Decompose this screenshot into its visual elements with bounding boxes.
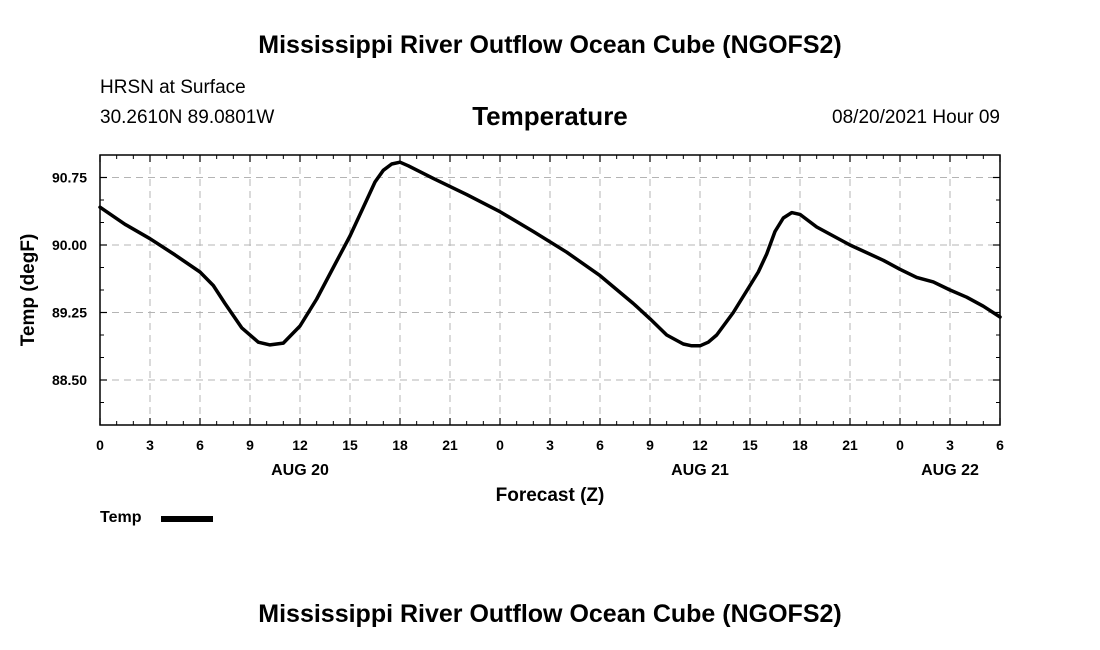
coordinates-label: 30.2610N 89.0801W — [100, 107, 275, 128]
variable-title: Temperature — [472, 101, 628, 131]
x-tick-label: 0 — [96, 437, 104, 453]
legend-line-swatch — [161, 516, 213, 522]
x-tick-label: 18 — [392, 437, 408, 453]
y-axis-title: Temp (degF) — [18, 234, 39, 347]
x-tick-label: 0 — [896, 437, 904, 453]
y-tick-label: 90.75 — [52, 170, 87, 186]
timestamp-label: 08/20/2021 Hour 09 — [832, 107, 1000, 128]
series-line-temp — [98, 160, 1002, 348]
x-tick-label: 21 — [842, 437, 858, 453]
x-day-label: AUG 20 — [271, 462, 329, 479]
x-day-label: AUG 22 — [921, 462, 979, 479]
footer-title: Mississippi River Outflow Ocean Cube (NG… — [258, 600, 842, 628]
x-tick-label: 15 — [742, 437, 758, 453]
x-tick-label: 21 — [442, 437, 458, 453]
station-label: HRSN at Surface — [100, 77, 246, 98]
y-tick-label: 88.50 — [52, 372, 87, 388]
x-tick-label: 18 — [792, 437, 808, 453]
x-tick-label: 6 — [596, 437, 604, 453]
x-tick-label: 6 — [196, 437, 204, 453]
x-tick-label: 9 — [246, 437, 254, 453]
x-tick-label: 3 — [946, 437, 954, 453]
legend-label: Temp — [100, 509, 142, 526]
x-tick-label: 12 — [692, 437, 708, 453]
x-tick-label: 6 — [996, 437, 1004, 453]
page-title: Mississippi River Outflow Ocean Cube (NG… — [258, 31, 842, 59]
x-tick-label: 0 — [496, 437, 504, 453]
y-tick-label: 89.25 — [52, 305, 87, 321]
x-tick-label: 3 — [146, 437, 154, 453]
x-tick-label: 12 — [292, 437, 308, 453]
x-axis-title: Forecast (Z) — [496, 485, 605, 506]
x-day-label: AUG 21 — [671, 462, 729, 479]
x-tick-label: 15 — [342, 437, 358, 453]
x-tick-label: 3 — [546, 437, 554, 453]
y-tick-label: 90.00 — [52, 237, 87, 253]
x-tick-label: 9 — [646, 437, 654, 453]
